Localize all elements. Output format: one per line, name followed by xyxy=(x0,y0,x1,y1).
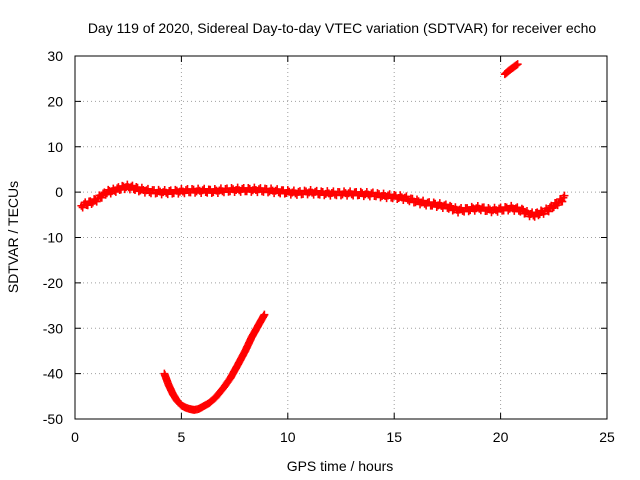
data-point xyxy=(560,191,569,200)
series-upper-fragment xyxy=(500,60,522,79)
x-axis-label: GPS time / hours xyxy=(287,458,394,474)
data-point xyxy=(513,60,522,69)
data-point xyxy=(513,203,522,212)
x-tick-label: 0 xyxy=(71,429,79,445)
y-tick-label: 0 xyxy=(55,184,63,200)
ticks: 0 5 10 15 20 25 -50 -40 -30 -20 -10 0 10 20 30 xyxy=(43,48,615,445)
grid xyxy=(75,56,607,419)
data-point xyxy=(260,310,269,319)
data-point xyxy=(441,200,450,209)
x-tick-label: 10 xyxy=(280,429,296,445)
x-tick-label: 5 xyxy=(178,429,186,445)
y-tick-label: 30 xyxy=(47,48,63,64)
y-tick-label: 20 xyxy=(47,93,63,109)
data-point xyxy=(101,190,110,199)
y-axis-label: SDTVAR / TECUs xyxy=(5,181,21,293)
series-main-track xyxy=(77,180,569,221)
x-tick-label: 25 xyxy=(599,429,615,445)
data-point xyxy=(534,211,543,220)
data-point xyxy=(548,204,557,213)
data-point xyxy=(83,201,92,210)
plot-frame xyxy=(74,55,608,420)
y-tick-label: 10 xyxy=(47,139,63,155)
data-point xyxy=(530,212,539,221)
y-tick-label: -20 xyxy=(43,275,63,291)
x-tick-label: 20 xyxy=(493,429,509,445)
data-point xyxy=(558,197,567,206)
y-tick-label: -30 xyxy=(43,320,63,336)
data-point xyxy=(517,204,526,213)
data-point xyxy=(446,201,455,210)
data-point xyxy=(87,199,96,208)
series-dip-arc xyxy=(160,310,269,414)
y-tick-label: -50 xyxy=(43,411,63,427)
x-tick-label: 15 xyxy=(386,429,402,445)
data-point xyxy=(128,181,137,190)
data-point xyxy=(413,195,421,204)
chart-title: Day 119 of 2020, Sidereal Day-to-day VTE… xyxy=(88,20,597,36)
y-tick-label: -40 xyxy=(43,366,63,382)
data-points xyxy=(77,60,569,414)
y-tick-label: -10 xyxy=(43,230,63,246)
